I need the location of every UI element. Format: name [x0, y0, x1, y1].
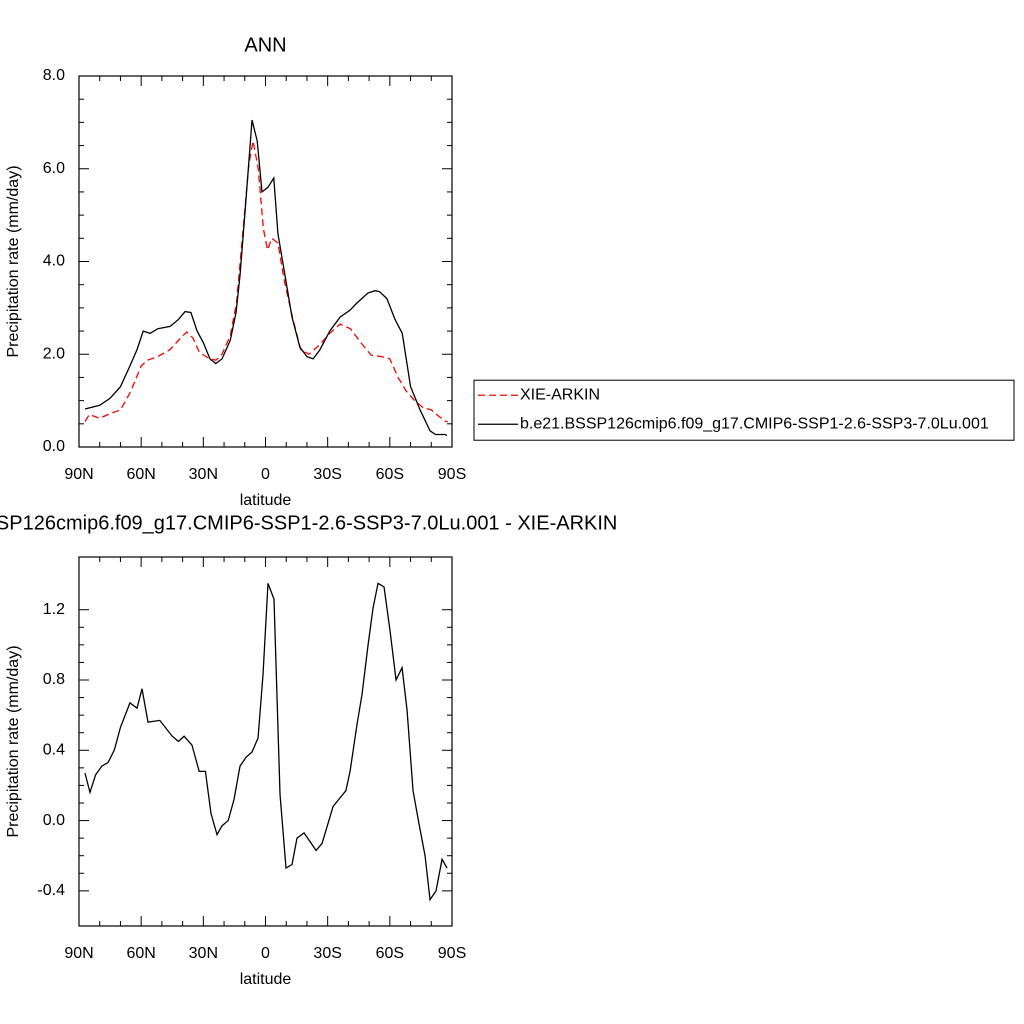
x-tick-label: 30N [189, 466, 218, 483]
x-axis-label: latitude [240, 492, 292, 509]
plot-frame [78, 75, 453, 448]
data-line [84, 582, 448, 902]
y-tick-label: -0.4 [37, 882, 65, 899]
x-tick-label: 90S [438, 945, 466, 962]
y-axis-label: Precipitation rate (mm/day) [5, 165, 22, 357]
y-tick-label: 0.8 [43, 671, 65, 688]
x-tick-label: 90N [64, 945, 93, 962]
y-tick-label: 4.0 [43, 253, 65, 270]
legend-label: b.e21.BSSP126cmip6.f09_g17.CMIP6-SSP1-2.… [520, 415, 989, 432]
y-tick-label: 8.0 [43, 67, 65, 84]
x-tick-label: 90N [64, 466, 93, 483]
x-axis-label: latitude [240, 971, 292, 988]
chart-title: b.e21.BSSP126cmip6.f09_g17.CMIP6-SSP1-2.… [0, 512, 617, 534]
legend-label: XIE-ARKIN [520, 386, 600, 403]
y-tick-label: 0.0 [43, 438, 65, 455]
x-tick-label: 30S [313, 466, 341, 483]
x-tick-label: 60N [126, 466, 155, 483]
chart-title: ANN [244, 34, 286, 56]
x-tick-label: 60S [376, 466, 404, 483]
plot-frame [78, 556, 453, 927]
x-tick-label: 30N [189, 945, 218, 962]
x-tick-label: 90S [438, 466, 466, 483]
y-tick-label: 1.2 [43, 601, 65, 618]
legend-frame [473, 379, 1015, 441]
legend: XIE-ARKIN b.e21.BSSP126cmip6.f09_g17.CMIP… [473, 379, 1015, 441]
x-tick-label: 30S [313, 945, 341, 962]
y-axis-label: Precipitation rate (mm/day) [5, 645, 22, 837]
x-tick-label: 0 [261, 945, 270, 962]
x-tick-label: 60N [126, 945, 155, 962]
y-tick-label: 2.0 [43, 345, 65, 362]
y-tick-label: 0.0 [43, 812, 65, 829]
y-tick-label: 0.4 [43, 742, 65, 759]
x-tick-label: 0 [261, 466, 270, 483]
data-line [84, 119, 448, 437]
x-tick-label: 60S [376, 945, 404, 962]
y-tick-label: 6.0 [43, 160, 65, 177]
data-line [84, 140, 448, 423]
